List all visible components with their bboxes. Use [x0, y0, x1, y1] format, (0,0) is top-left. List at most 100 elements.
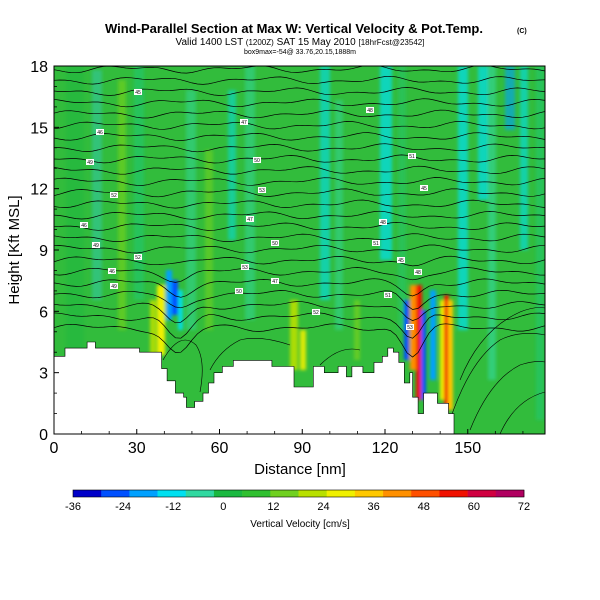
theta-label: 45 — [398, 258, 404, 264]
velocity-band — [290, 300, 298, 370]
x-tick-label: 120 — [372, 440, 399, 457]
theta-label-box — [241, 264, 249, 270]
velocity-band — [134, 66, 144, 300]
colorbar-swatch — [213, 490, 243, 497]
colorbar-swatch — [467, 490, 497, 497]
y-tick-label: 0 — [39, 427, 48, 444]
theta-contour — [209, 338, 291, 371]
theta-label: 53 — [259, 188, 265, 194]
theta-label: 48 — [367, 108, 373, 114]
x-tick-label: 60 — [211, 440, 229, 457]
theta-label: 49 — [111, 284, 117, 290]
colorbar-swatch — [383, 490, 412, 497]
y-axis: 0 3 6 9 12 15 18 — [30, 59, 59, 444]
colorbar-swatch — [326, 490, 356, 497]
theta-contour — [54, 143, 545, 153]
colorbar-tick-label: -36 — [65, 501, 81, 513]
colorbar-swatch — [242, 490, 271, 497]
terrain-mask — [54, 341, 545, 434]
theta-contour — [449, 333, 545, 421]
theta-contour — [54, 233, 545, 242]
theta-contour — [54, 98, 545, 108]
theta-contour — [319, 348, 361, 366]
colorbar-swatch — [157, 490, 187, 497]
theta-contour — [54, 267, 545, 283]
copyright-mark: (C) — [517, 28, 527, 35]
theta-label-box — [379, 219, 387, 225]
theta-label-box — [86, 159, 94, 165]
velocity-band — [520, 66, 528, 250]
velocity-band — [205, 150, 213, 330]
velocity-band — [335, 100, 343, 330]
theta-label: 46 — [97, 130, 103, 136]
velocity-band — [172, 280, 178, 315]
theta-label-box — [134, 254, 142, 260]
y-tick-label: 15 — [30, 120, 48, 137]
theta-label: 51 — [373, 241, 379, 247]
colorbar-swatch — [73, 490, 102, 497]
theta-label-box — [384, 292, 392, 298]
theta-contour — [54, 66, 545, 74]
theta-labels: 45 46 47 48 49 50 51 52 53 45 46 47 48 49 50 51 52 53 45 46… — [80, 89, 428, 331]
theta-contour — [162, 339, 203, 393]
velocity-band — [448, 300, 453, 410]
theta-label: 52 — [135, 255, 141, 261]
theta-label: 46 — [109, 269, 115, 275]
colorbar-frame — [72, 489, 525, 498]
theta-label-box — [110, 192, 118, 198]
theta-label-box — [240, 119, 248, 125]
theta-contour — [54, 244, 545, 254]
colorbar-tick-label: 72 — [518, 501, 530, 513]
theta-contour — [499, 391, 545, 434]
theta-label: 51 — [385, 293, 391, 299]
y-tick-label: 3 — [39, 366, 48, 383]
colorbar-swatch — [270, 490, 299, 497]
theta-contour — [54, 132, 545, 141]
x-tick-label: 90 — [293, 440, 311, 457]
velocity-band — [228, 90, 236, 240]
theta-label: 50 — [272, 241, 278, 247]
colorbar-swatch — [185, 490, 215, 497]
theta-label: 47 — [247, 217, 253, 223]
theta-label: 45 — [421, 186, 427, 192]
colorbar-tick-label: 12 — [267, 501, 279, 513]
theta-label-box — [110, 283, 118, 289]
theta-label-box — [420, 185, 428, 191]
theta-label: 49 — [87, 160, 93, 166]
velocity-band — [398, 66, 406, 330]
theta-contour — [54, 255, 545, 267]
colorbar-swatch — [354, 490, 384, 497]
theta-contour — [54, 188, 545, 198]
velocity-band — [157, 285, 165, 355]
theta-label-box — [271, 278, 279, 284]
colorbar-tick-label: 24 — [317, 501, 329, 513]
theta-contour — [54, 312, 545, 339]
colorbar-swatch — [439, 490, 468, 497]
theta-label-box — [397, 257, 405, 263]
velocity-band — [166, 270, 172, 320]
velocity-band — [440, 300, 445, 400]
theta-contour — [54, 109, 545, 119]
theta-label: 53 — [407, 325, 413, 331]
velocity-band — [178, 290, 183, 330]
colorbar-swatch — [101, 490, 130, 497]
theta-label: 50 — [236, 289, 242, 295]
velocity-band — [320, 66, 330, 300]
theta-contour — [54, 210, 545, 220]
velocity-band — [92, 70, 102, 300]
theta-label-box — [312, 309, 320, 315]
theta-label: 47 — [272, 279, 278, 285]
theta-contour — [54, 165, 545, 175]
x-tick-label: 0 — [50, 440, 59, 457]
x-axis: 0 30 60 90 120 150 — [50, 429, 524, 457]
velocity-band — [421, 310, 426, 400]
theta-contour — [54, 278, 545, 298]
chart-title: Wind-Parallel Section at Max W: Vertical… — [105, 21, 483, 36]
theta-contour — [54, 323, 545, 358]
velocity-band — [458, 66, 468, 330]
colorbar-label: Vertical Velocity [cm/s] — [250, 519, 350, 530]
theta-label: 47 — [241, 120, 247, 126]
theta-label: 45 — [135, 90, 141, 96]
y-tick-label: 12 — [30, 182, 48, 199]
